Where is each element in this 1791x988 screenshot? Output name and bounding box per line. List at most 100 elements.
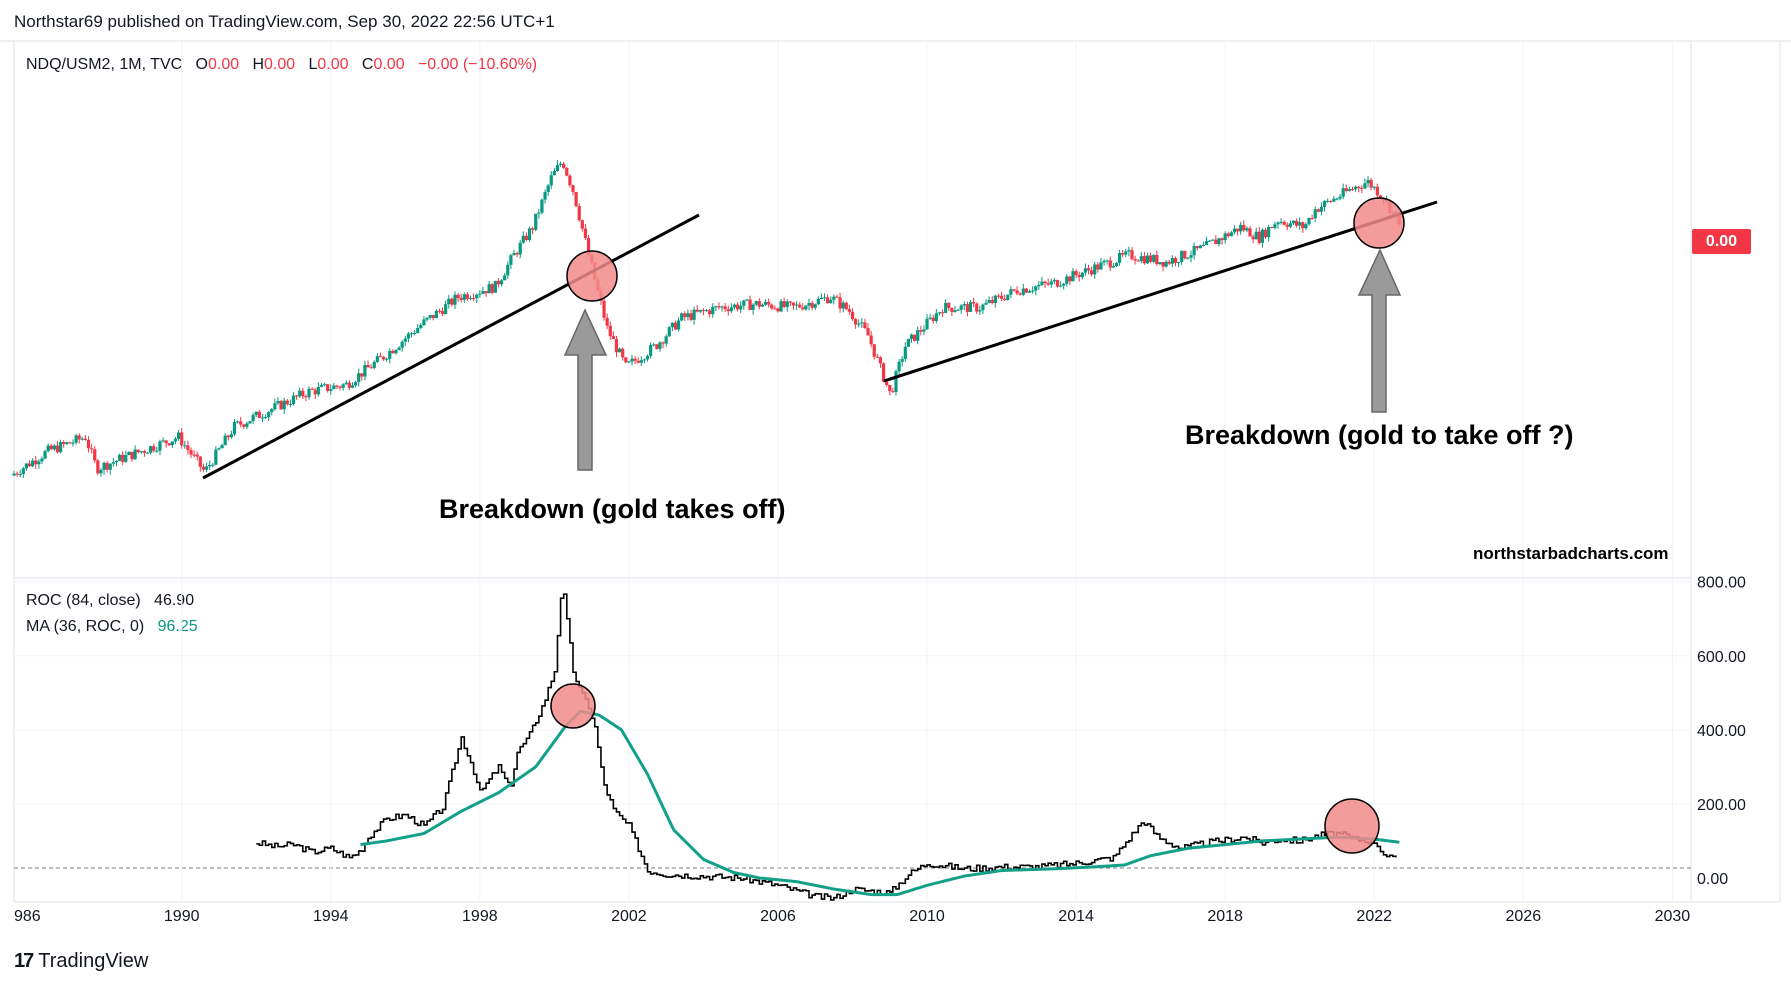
- candle-body: [1080, 272, 1084, 278]
- candle-body: [1133, 259, 1137, 261]
- last-price-badge: 0.00: [1692, 229, 1751, 254]
- candle-body: [208, 465, 212, 467]
- candle-body: [360, 373, 364, 377]
- candle-body: [74, 435, 78, 443]
- trendline-right[interactable]: [883, 200, 1438, 383]
- candle-body: [242, 424, 246, 427]
- candle-body: [326, 384, 330, 391]
- candle-body: [381, 356, 386, 360]
- candle-body: [350, 385, 355, 388]
- candle-body: [1273, 224, 1277, 228]
- candle-body: [872, 344, 876, 357]
- candle-body: [832, 296, 836, 300]
- candle-body: [239, 421, 243, 425]
- candle-body: [406, 333, 411, 339]
- candle-body: [1257, 231, 1261, 243]
- candle-body: [176, 432, 181, 439]
- candle-body: [133, 449, 137, 460]
- candle-body: [1304, 224, 1308, 229]
- candle-body: [583, 228, 588, 239]
- candle-body: [680, 313, 684, 321]
- candle-body: [990, 300, 994, 303]
- candle-body: [987, 300, 991, 303]
- candle-body: [24, 463, 29, 469]
- candle-body: [1003, 298, 1007, 300]
- candle-body: [1006, 294, 1010, 300]
- symbol-label[interactable]: NDQ/USM2, 1M, TVC: [26, 56, 183, 73]
- candle-body: [760, 304, 765, 307]
- candle-body: [891, 391, 895, 393]
- candle-body: [68, 442, 72, 444]
- arrow-left[interactable]: [563, 308, 608, 471]
- roc-circle-left[interactable]: [550, 683, 596, 729]
- candle-body: [276, 401, 280, 404]
- watermark-site: northstarbadcharts.com: [1473, 544, 1669, 563]
- tradingview-brand[interactable]: 17 TradingView: [14, 950, 148, 973]
- y-tick-label: 800.00: [1697, 575, 1746, 592]
- candle-body: [121, 454, 125, 462]
- annotation-right[interactable]: Breakdown (gold to take off ?): [1185, 420, 1574, 450]
- candle-body: [1192, 246, 1196, 256]
- candle-body: [1145, 255, 1150, 264]
- candle-body: [319, 385, 324, 387]
- candle-body: [27, 463, 32, 467]
- candle-body: [875, 356, 879, 358]
- candle-body: [214, 449, 218, 465]
- candle-body: [586, 238, 591, 255]
- candle-body: [788, 301, 792, 303]
- roc-legend: ROC (84, close) 46.90: [26, 592, 194, 610]
- candle-body: [900, 358, 904, 362]
- candle-body: [499, 280, 504, 285]
- candle-body: [456, 294, 460, 298]
- candle-body: [52, 445, 56, 450]
- annotation-left[interactable]: Breakdown (gold takes off): [439, 494, 786, 524]
- candle-body: [270, 409, 274, 413]
- ma-label[interactable]: MA (36, ROC, 0): [26, 618, 145, 635]
- candle-body: [313, 389, 317, 395]
- candle-body: [195, 454, 199, 457]
- roc-circle-right[interactable]: [1324, 798, 1380, 854]
- candle-body: [611, 336, 615, 340]
- candle-body: [58, 442, 63, 453]
- candle-body: [1180, 250, 1184, 263]
- arrow-right[interactable]: [1357, 248, 1402, 413]
- low-label: L: [308, 56, 318, 73]
- candle-body: [1086, 268, 1091, 271]
- candle-body: [558, 163, 563, 166]
- candle-body: [447, 298, 451, 305]
- candle-body: [124, 455, 128, 462]
- trendline-left[interactable]: [202, 213, 700, 480]
- candle-body: [692, 309, 696, 320]
- candle-body: [791, 302, 796, 306]
- candle-body: [732, 304, 737, 308]
- candle-body: [1027, 291, 1032, 293]
- breakdown-circle-left[interactable]: [566, 250, 618, 302]
- candle-body: [1357, 186, 1361, 189]
- candle-body: [102, 462, 106, 470]
- candle-body: [1034, 286, 1038, 291]
- candle-body: [1055, 280, 1060, 287]
- candle-body: [161, 440, 165, 442]
- candle-body: [254, 411, 258, 416]
- candle-body: [1176, 262, 1181, 264]
- x-tick-label: 2018: [1207, 908, 1243, 925]
- x-tick-label: 2022: [1356, 908, 1392, 925]
- candle-body: [1220, 238, 1224, 241]
- candle-body: [425, 317, 429, 320]
- candle-body: [1183, 250, 1187, 259]
- main-legend: NDQ/USM2, 1M, TVC O0.00 H0.00 L0.00 C0.0…: [26, 56, 537, 74]
- breakdown-circle-right[interactable]: [1353, 197, 1405, 249]
- candle-body: [1354, 186, 1358, 190]
- candle-body: [655, 344, 659, 349]
- candle-body: [667, 327, 671, 337]
- candle-body: [894, 371, 898, 392]
- candle-body: [357, 373, 361, 383]
- candle-body: [1276, 222, 1280, 225]
- candle-body: [1310, 217, 1314, 219]
- candle-body: [869, 335, 873, 345]
- roc-label[interactable]: ROC (84, close): [26, 592, 141, 609]
- candle-body: [310, 388, 314, 390]
- candle-body: [503, 275, 507, 281]
- candle-body: [1021, 288, 1025, 295]
